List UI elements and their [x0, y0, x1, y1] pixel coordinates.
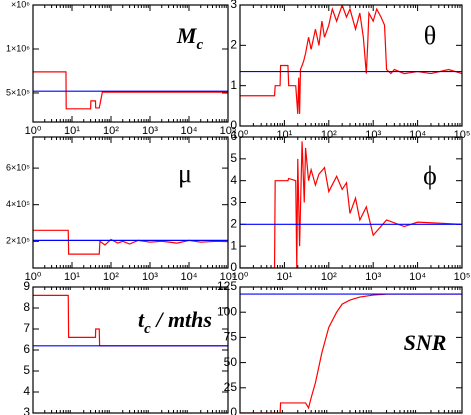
x-tick-label: 10⁵ — [220, 125, 237, 137]
panel: 10⁰ 10¹ 10² 10³ 10⁴ 10⁵ 5×10⁵ 1×10⁶ ×10⁶ Mc — [6, 0, 236, 137]
series-line — [240, 293, 462, 413]
annotation-part: c — [196, 37, 203, 53]
annotation: SNR — [404, 330, 447, 355]
y-tick-label: 5×10⁵ — [6, 87, 30, 97]
y-tick-label: 0 — [230, 118, 237, 132]
y-tick-label: 9 — [23, 279, 30, 293]
x-tick-label: 10² — [321, 271, 337, 283]
y-tick-label: 1×10⁶ — [6, 43, 30, 53]
y-tick-label: 75 — [224, 330, 238, 344]
y-tick-label: 8 — [23, 300, 30, 314]
x-tick-label: 10⁰ — [25, 271, 42, 283]
y-tick-label: 6 — [230, 129, 237, 143]
y-tick-label: 125 — [217, 279, 237, 293]
y-tick-label: 3 — [23, 405, 30, 415]
x-tick-label: 10⁴ — [181, 271, 198, 283]
series-line — [33, 229, 228, 255]
y-tick-label: 0 — [230, 405, 237, 415]
x-tick-label: 10⁵ — [454, 271, 471, 283]
y-tick-label: 5 — [230, 151, 237, 165]
y-tick-label: 2 — [230, 38, 237, 52]
frame — [32, 286, 229, 414]
y-tick-label: 7 — [23, 321, 30, 335]
annotation: ϕ — [423, 161, 437, 190]
x-tick-label: 10⁰ — [232, 129, 249, 141]
frame — [239, 4, 463, 127]
annotation: μ — [178, 159, 192, 188]
annotation-part: M — [176, 23, 198, 48]
y-tick-label: 25 — [224, 380, 238, 394]
series-line — [33, 294, 228, 347]
panel: 10⁰ 10¹ 10² 10³ 10⁴ 10⁵ 0 1 2 3 4 5 6 ϕ — [230, 129, 470, 283]
annotation-part: ϕ — [423, 161, 437, 190]
y-tick-label: 4×10⁵ — [6, 199, 30, 209]
annotation-part: SNR — [404, 330, 447, 355]
x-tick-label: 10³ — [365, 271, 381, 283]
annotation-part: t — [138, 307, 145, 332]
x-tick-label: 10³ — [142, 271, 158, 283]
y-tick-label: 1 — [230, 238, 237, 252]
annotation-part: c — [144, 321, 151, 337]
x-tick-label: 10⁴ — [181, 125, 198, 137]
annotation: tc / mths — [138, 307, 212, 337]
x-tick-label: 10⁰ — [25, 125, 42, 137]
x-tick-label: 10⁴ — [409, 271, 426, 283]
frame — [239, 286, 463, 414]
x-tick-label: 10¹ — [276, 271, 292, 283]
panel: 0 25 50 75 100 125 SNR — [217, 279, 463, 415]
series-line — [240, 141, 462, 268]
y-tick-label: ×10⁶ — [11, 0, 30, 9]
y-tick-label: 50 — [224, 355, 238, 369]
y-tick-label: 100 — [217, 304, 237, 318]
frame — [32, 4, 229, 123]
annotation-part: μ — [178, 159, 192, 188]
x-tick-label: 10² — [103, 271, 119, 283]
x-tick-label: 10² — [103, 125, 119, 137]
x-tick-label: 10¹ — [64, 125, 80, 137]
y-tick-label: 3 — [230, 195, 237, 209]
series-line — [33, 71, 228, 110]
frame — [32, 136, 229, 269]
series-line — [240, 5, 462, 114]
annotation-part: θ — [424, 21, 436, 50]
panel: 10⁰ 10¹ 10² 10³ 10⁴ 10⁵ 2×10⁵ 4×10⁵ 6×10⁵ μ — [6, 136, 237, 283]
frame — [239, 136, 463, 269]
y-tick-label: 6×10⁵ — [6, 162, 30, 172]
annotation: Mc — [176, 23, 204, 53]
x-tick-label: 10¹ — [64, 271, 80, 283]
x-tick-label: 10³ — [142, 125, 158, 137]
annotation-part: / mths — [151, 307, 212, 332]
x-tick-label: 10⁰ — [232, 271, 249, 283]
y-tick-label: 0 — [230, 260, 237, 274]
y-tick-label: 1 — [230, 78, 237, 92]
y-tick-label: 3 — [230, 0, 237, 11]
panel: 3 4 5 6 7 8 9 tc / mths — [23, 279, 229, 415]
annotation: θ — [424, 21, 436, 50]
x-tick-label: 10⁵ — [220, 271, 237, 283]
y-tick-label: 2×10⁵ — [6, 236, 30, 246]
y-tick-label: 4 — [230, 173, 237, 187]
y-tick-label: 5 — [23, 363, 30, 377]
y-tick-label: 6 — [23, 342, 30, 356]
y-tick-label: 2 — [230, 217, 237, 231]
y-tick-label: 4 — [23, 384, 30, 398]
